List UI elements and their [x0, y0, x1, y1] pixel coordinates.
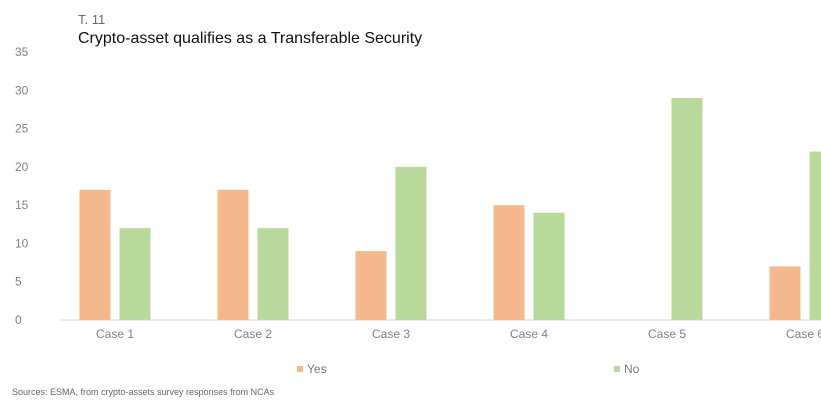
- y-tick-label: 0: [15, 313, 22, 327]
- legend-label-no: No: [624, 362, 640, 376]
- bar-yes-6: [769, 266, 801, 320]
- chart-title: Crypto-asset qualifies as a Transferable…: [78, 30, 423, 47]
- legend-item-no: No: [614, 362, 639, 376]
- y-tick-label: 30: [15, 83, 29, 97]
- y-tick-label: 35: [15, 45, 29, 59]
- legend-item-yes: Yes: [297, 362, 327, 376]
- bar-yes-3: [355, 251, 387, 320]
- legend-swatch-yes: [297, 366, 303, 372]
- y-tick-label: 25: [15, 122, 29, 136]
- bar-yes-2: [217, 189, 249, 320]
- x-tick-label: Case 2: [234, 327, 272, 341]
- chart-label: T. 11: [78, 12, 106, 27]
- y-tick-label: 5: [15, 275, 22, 289]
- x-tick-label: Case 1: [96, 327, 134, 341]
- bar-yes-4: [493, 205, 525, 320]
- source-note: Sources: ESMA, from crypto-assets survey…: [12, 387, 275, 397]
- y-tick-label: 15: [15, 198, 29, 212]
- bar-no-4: [533, 212, 565, 320]
- legend-swatch-no: [614, 366, 620, 372]
- legend-label-yes: Yes: [307, 362, 327, 376]
- x-tick-label: Case 5: [648, 327, 686, 341]
- bar-yes-1: [79, 189, 111, 320]
- bar-no-3: [395, 166, 427, 320]
- bar-no-5: [671, 97, 703, 320]
- y-tick-label: 10: [15, 236, 29, 250]
- bar-no-6: [809, 151, 821, 320]
- x-tick-label: Case 4: [510, 327, 548, 341]
- x-tick-label: Case 3: [372, 327, 410, 341]
- bar-no-1: [119, 228, 151, 320]
- bar-no-2: [257, 228, 289, 320]
- y-tick-label: 20: [15, 160, 29, 174]
- x-tick-label: Case 6: [786, 327, 821, 341]
